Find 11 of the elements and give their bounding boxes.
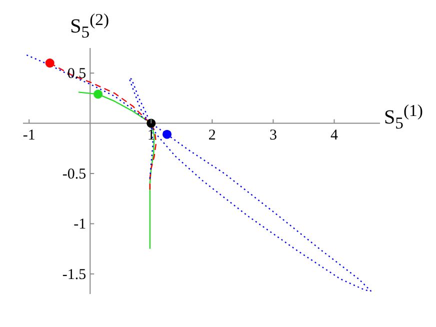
x-tick-label: 3 bbox=[269, 127, 277, 144]
y-tick-label: -1.5 bbox=[62, 266, 86, 283]
x-tick-label: -1 bbox=[22, 127, 36, 144]
x-tick-label: 4 bbox=[330, 127, 338, 144]
point bbox=[94, 90, 103, 99]
point bbox=[45, 58, 54, 68]
y-tick-label: -0.5 bbox=[62, 166, 86, 183]
y-tick-label: -1 bbox=[74, 216, 86, 233]
point bbox=[146, 118, 156, 128]
point bbox=[162, 130, 172, 139]
x-tick-label: 2 bbox=[208, 127, 216, 144]
